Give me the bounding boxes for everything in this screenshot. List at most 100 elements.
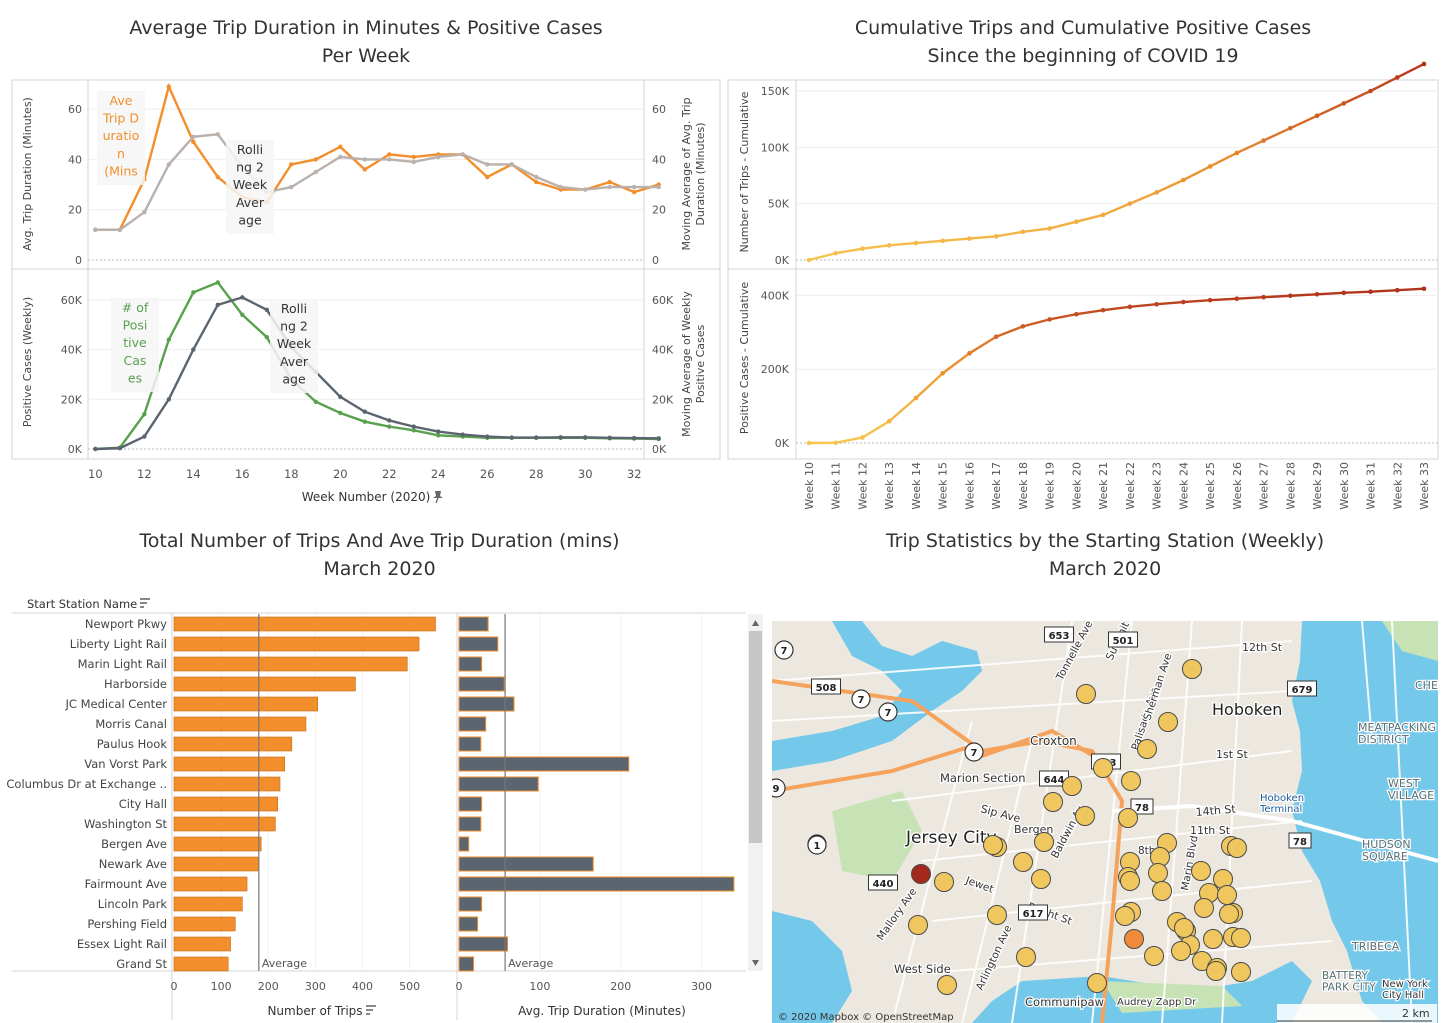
series-segment [1102, 202, 1131, 217]
station-marker[interactable] [1087, 973, 1107, 993]
station-marker[interactable] [1043, 792, 1063, 812]
route-badge-label: 7 [858, 695, 865, 706]
route-badge-label: 644 [1044, 775, 1065, 786]
series-segment [995, 230, 1024, 238]
station-label: JC Medical Center [65, 697, 168, 711]
station-marker[interactable] [1076, 684, 1096, 704]
scroll-down-icon[interactable] [752, 960, 759, 966]
route-badge-label: 653 [1049, 631, 1070, 642]
station-marker[interactable] [1227, 838, 1247, 858]
station-marker[interactable] [1231, 928, 1251, 948]
data-point [362, 167, 367, 172]
x-tick-label: Week 30 [1338, 462, 1351, 510]
station-marker[interactable] [908, 915, 928, 935]
station-label: Newark Ave [99, 857, 167, 871]
station-marker[interactable] [1075, 806, 1095, 826]
start-station-header: Start Station Name [27, 597, 137, 611]
route-badge-label: 9 [773, 784, 780, 795]
station-marker[interactable] [983, 835, 1003, 855]
station-marker[interactable] [1194, 898, 1214, 918]
series-segment [1049, 220, 1077, 230]
chart1-top-right-axis-label-line1: Moving Average of Avg. Trip [680, 97, 693, 250]
route-badge [811, 678, 841, 695]
station-marker[interactable] [1158, 712, 1178, 732]
y-tick-label: 150K [761, 85, 790, 98]
x-tick-label: Week 26 [1231, 462, 1244, 510]
station-marker[interactable] [1174, 918, 1194, 938]
scroll-up-icon[interactable] [752, 620, 759, 626]
station-marker[interactable] [1013, 852, 1033, 872]
ave-duration-annotation: (Mins [104, 163, 138, 178]
trips-bar [173, 636, 420, 652]
series-segment [1236, 296, 1264, 300]
station-marker[interactable] [1093, 758, 1113, 778]
station-marker[interactable] [1144, 946, 1164, 966]
x-tick-label: 400 [352, 980, 373, 993]
ave-duration-annotation: Ave [110, 93, 133, 108]
station-label: Fairmount Ave [85, 877, 167, 891]
data-point [387, 418, 392, 423]
station-marker[interactable] [1115, 906, 1135, 926]
highway-route [981, 728, 1104, 763]
station-marker[interactable] [1124, 929, 1144, 949]
data-point [1020, 229, 1026, 235]
station-label: Lincoln Park [98, 897, 168, 911]
route-badge-label: 7 [971, 748, 978, 759]
station-marker[interactable] [1031, 869, 1051, 889]
station-marker[interactable] [1120, 871, 1140, 891]
station-marker[interactable] [1219, 904, 1239, 924]
station-marker[interactable] [1217, 885, 1237, 905]
station-marker[interactable] [1191, 861, 1211, 881]
station-marker[interactable] [934, 872, 954, 892]
scrollbar-thumb[interactable] [749, 631, 762, 843]
series-segment [1236, 139, 1265, 155]
trips-bar [173, 676, 356, 692]
vertical-scrollbar[interactable] [748, 614, 763, 971]
data-point [289, 162, 294, 167]
data-point [558, 435, 563, 440]
station-marker[interactable] [1137, 739, 1157, 759]
station-marker[interactable] [1016, 947, 1036, 967]
route-badge [964, 742, 984, 762]
station-label: Newport Pkwy [85, 617, 167, 631]
data-point [485, 174, 490, 180]
station-marker[interactable] [1148, 863, 1168, 883]
data-point [860, 246, 865, 252]
station-marker[interactable] [937, 975, 957, 995]
station-marker[interactable] [1152, 881, 1172, 901]
pin-icon[interactable] [433, 491, 443, 504]
data-point [806, 257, 812, 263]
map-canvas[interactable]: Hoboken Jersey City Croxton Marion Section W… [772, 621, 1438, 1023]
station-marker[interactable] [1206, 961, 1226, 981]
x-tick-label: 12 [137, 467, 152, 481]
data-point [264, 307, 270, 312]
station-map[interactable]: Hoboken Jersey City Croxton Marion Section W… [772, 621, 1438, 1023]
chart2-title-line1: Cumulative Trips and Cumulative Positive… [854, 17, 1312, 39]
station-marker[interactable] [1231, 962, 1251, 982]
station-marker[interactable] [1062, 776, 1082, 796]
series-segment [862, 244, 890, 250]
station-marker[interactable] [1034, 832, 1054, 852]
y-tick-label: 20K [61, 393, 83, 406]
station-marker[interactable] [911, 864, 931, 884]
duration-bar [458, 736, 482, 752]
highway-route [772, 679, 1125, 1023]
y-tick-label-right: 0 [652, 254, 659, 267]
sort-icon[interactable] [366, 1005, 376, 1015]
data-point [166, 337, 172, 342]
station-marker[interactable] [1118, 808, 1138, 828]
station-marker[interactable] [987, 905, 1007, 925]
sort-icon[interactable] [140, 598, 150, 608]
station-marker[interactable] [1203, 929, 1223, 949]
chart2-title-line2: Since the beginning of COVID 19 [927, 45, 1239, 67]
data-point [338, 144, 343, 150]
trips-bar [173, 956, 229, 972]
y-tick-label-right: 20K [652, 393, 674, 406]
station-marker[interactable] [1121, 771, 1141, 791]
station-marker[interactable] [1182, 659, 1202, 679]
station-marker[interactable] [1171, 941, 1191, 961]
x-tick-label: 100 [211, 980, 232, 993]
data-point [1207, 297, 1213, 303]
data-point [1421, 286, 1427, 292]
ave-duration-annotation-bg [97, 91, 145, 185]
